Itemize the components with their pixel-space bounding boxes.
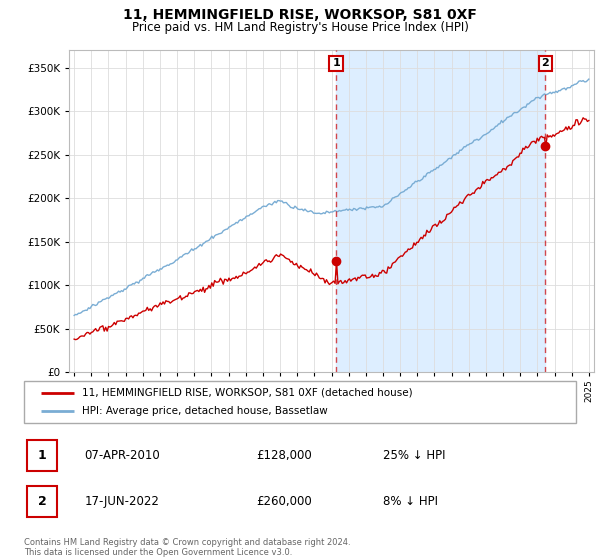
Text: 2: 2 bbox=[38, 495, 46, 508]
Bar bbox=[336, 50, 545, 372]
Text: 1: 1 bbox=[38, 449, 46, 462]
Text: 11, HEMMINGFIELD RISE, WORKSOP, S81 0XF (detached house): 11, HEMMINGFIELD RISE, WORKSOP, S81 0XF … bbox=[82, 388, 413, 398]
Text: 07-APR-2010: 07-APR-2010 bbox=[85, 449, 160, 462]
Text: 25% ↓ HPI: 25% ↓ HPI bbox=[383, 449, 445, 462]
Text: £128,000: £128,000 bbox=[256, 449, 311, 462]
Text: 17-JUN-2022: 17-JUN-2022 bbox=[85, 495, 160, 508]
Text: 8% ↓ HPI: 8% ↓ HPI bbox=[383, 495, 438, 508]
Text: Price paid vs. HM Land Registry's House Price Index (HPI): Price paid vs. HM Land Registry's House … bbox=[131, 21, 469, 34]
Text: Contains HM Land Registry data © Crown copyright and database right 2024.
This d: Contains HM Land Registry data © Crown c… bbox=[24, 538, 350, 557]
Text: 2: 2 bbox=[541, 58, 549, 68]
Text: HPI: Average price, detached house, Bassetlaw: HPI: Average price, detached house, Bass… bbox=[82, 406, 328, 416]
Text: 1: 1 bbox=[332, 58, 340, 68]
Text: 11, HEMMINGFIELD RISE, WORKSOP, S81 0XF: 11, HEMMINGFIELD RISE, WORKSOP, S81 0XF bbox=[123, 8, 477, 22]
FancyBboxPatch shape bbox=[24, 381, 576, 423]
FancyBboxPatch shape bbox=[27, 486, 57, 517]
Text: £260,000: £260,000 bbox=[256, 495, 311, 508]
FancyBboxPatch shape bbox=[27, 440, 57, 472]
